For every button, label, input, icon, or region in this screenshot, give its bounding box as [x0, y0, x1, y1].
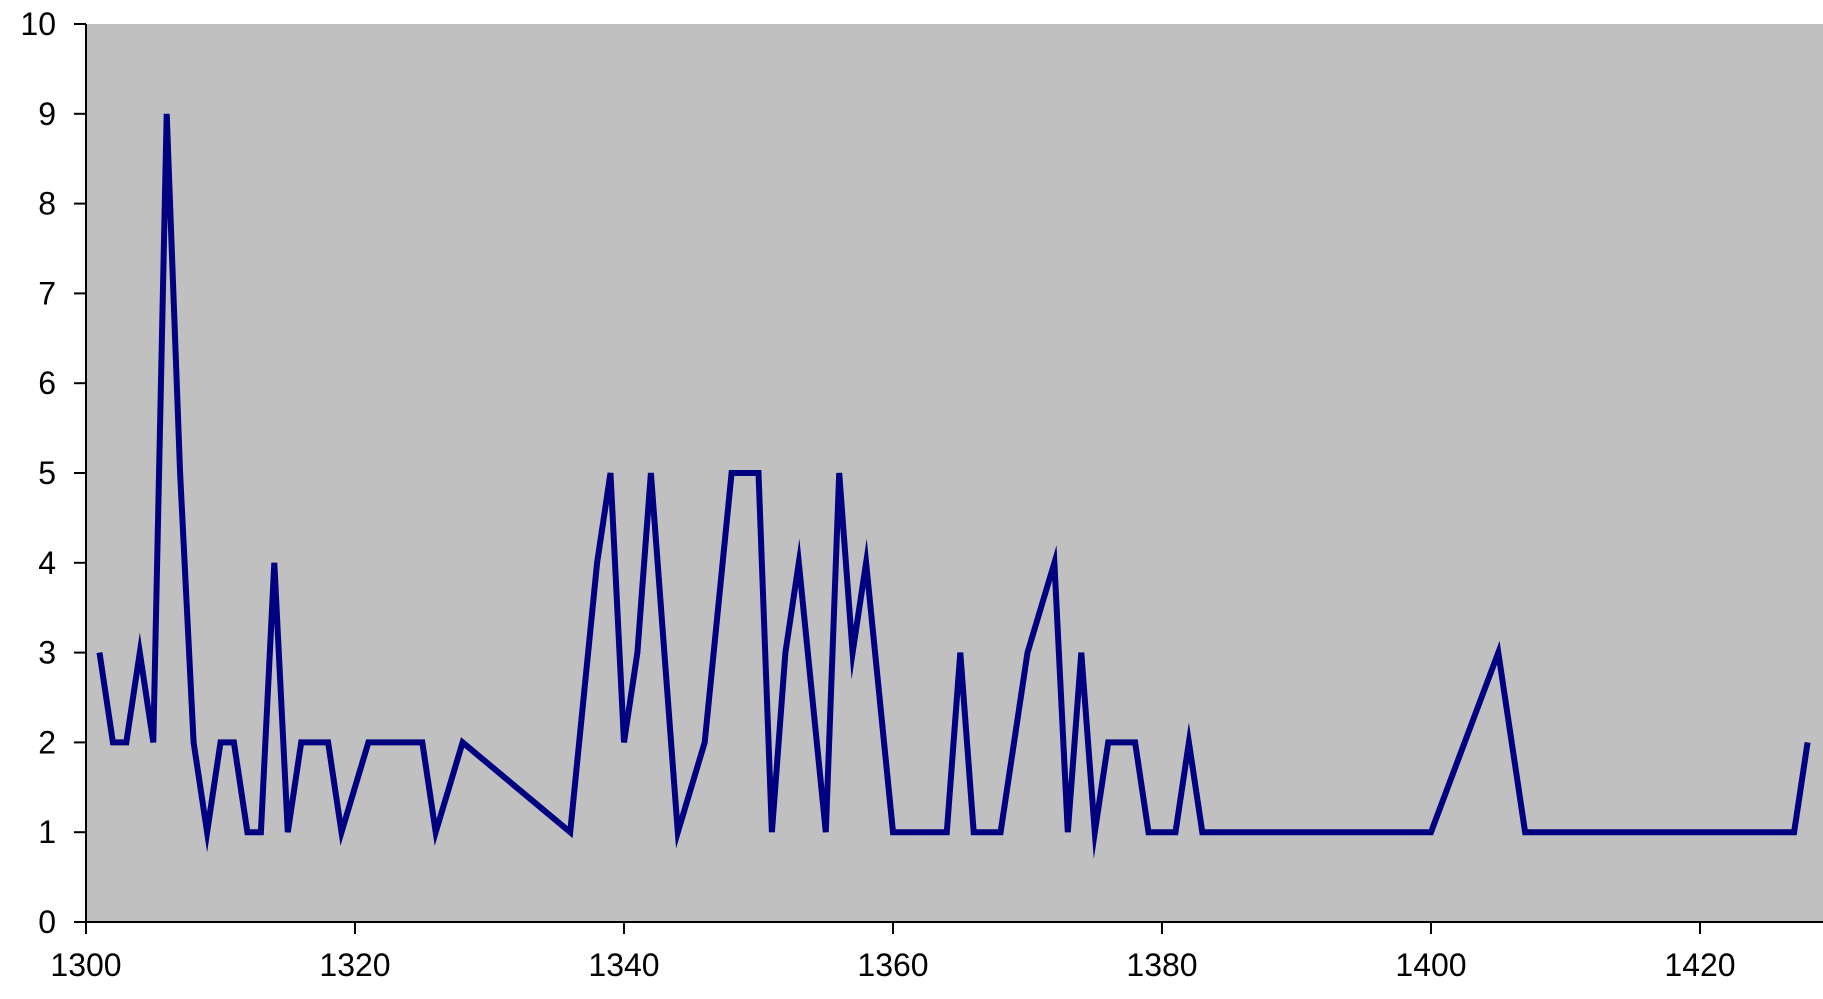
y-tick-label: 1	[38, 814, 56, 850]
x-tick-label: 1360	[857, 947, 928, 983]
x-tick-label: 1380	[1126, 947, 1197, 983]
y-tick-label: 8	[38, 186, 56, 222]
y-tick-label: 3	[38, 635, 56, 671]
y-tick-label: 2	[38, 724, 56, 760]
x-axis: 1300 1320 1340 1360 1380 1400 1420	[50, 921, 1823, 983]
y-tick-label: 4	[38, 545, 56, 581]
y-tick-label: 7	[38, 275, 56, 311]
y-tick-label: 10	[20, 6, 56, 42]
x-tick-label: 1300	[50, 947, 121, 983]
x-tick-label: 1420	[1664, 947, 1735, 983]
x-tick-label: 1340	[588, 947, 659, 983]
y-axis: 0 1 2 3 4 5 6 7 8 9 10	[20, 6, 87, 940]
y-tick-label: 6	[38, 365, 56, 401]
x-tick-label: 1400	[1395, 947, 1466, 983]
y-tick-label: 5	[38, 455, 56, 491]
series-layer	[96, 113, 1811, 860]
series-line-1	[96, 113, 1811, 860]
plot-area	[86, 24, 1823, 922]
y-tick-label: 0	[38, 904, 56, 940]
y-tick-label: 9	[38, 96, 56, 132]
x-tick-label: 1320	[319, 947, 390, 983]
